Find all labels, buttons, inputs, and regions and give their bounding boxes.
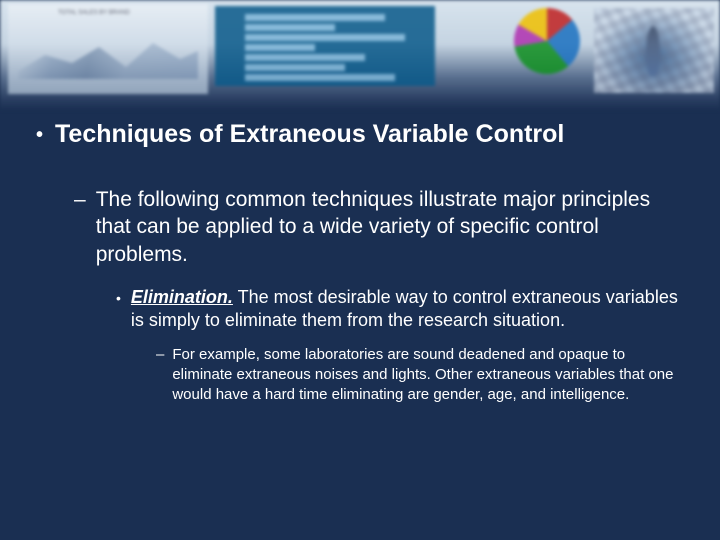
dash-icon: – xyxy=(74,186,86,268)
example-bullet: – For example, some laboratories are sou… xyxy=(156,345,684,406)
elimination-line: Elimination. The most desirable way to c… xyxy=(131,286,684,333)
area-chart: TOTAL SALES BY BRAND xyxy=(8,4,208,94)
banner: TOTAL SALES BY BRAND xyxy=(0,0,720,110)
dash-icon: – xyxy=(156,345,164,406)
title-bullet: • Techniques of Extraneous Variable Cont… xyxy=(36,120,684,150)
slide-title: Techniques of Extraneous Variable Contro… xyxy=(55,120,564,150)
elimination-label: Elimination. xyxy=(131,287,233,307)
elimination-bullet: • Elimination. The most desirable way to… xyxy=(116,286,684,333)
bullet-dot-icon: • xyxy=(36,120,43,150)
bar-chart xyxy=(215,6,435,86)
intro-bullet: – The following common techniques illust… xyxy=(74,186,684,268)
bullet-dot-icon: • xyxy=(116,286,121,333)
example-text: For example, some laboratories are sound… xyxy=(172,345,684,406)
intro-text: The following common techniques illustra… xyxy=(96,186,684,268)
slide-content: • Techniques of Extraneous Variable Cont… xyxy=(0,120,720,405)
surface-3d-chart xyxy=(594,8,714,93)
pie-chart xyxy=(514,8,580,74)
area-chart-title: TOTAL SALES BY BRAND xyxy=(58,10,130,16)
